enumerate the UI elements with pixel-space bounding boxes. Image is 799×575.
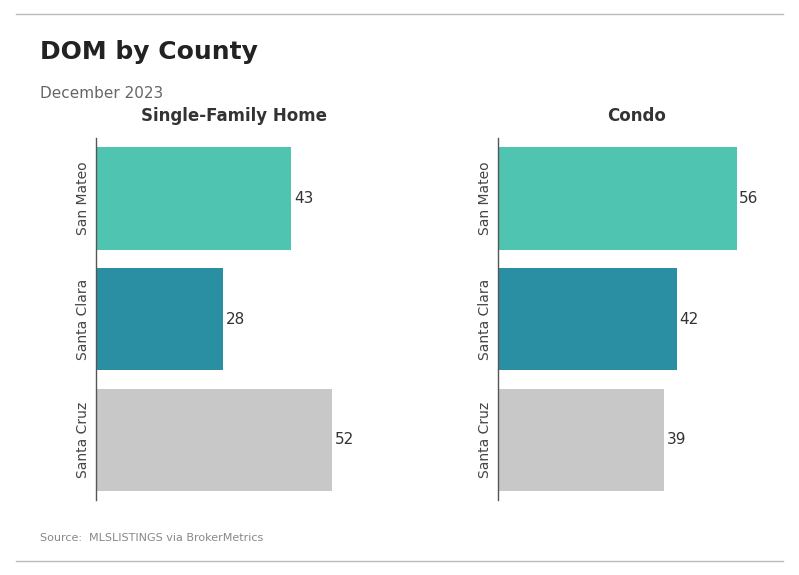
Text: Source:  MLSLISTINGS via BrokerMetrics: Source: MLSLISTINGS via BrokerMetrics <box>40 534 263 543</box>
Text: 39: 39 <box>666 432 686 447</box>
Bar <box>498 268 677 370</box>
Bar <box>498 147 737 250</box>
Bar <box>498 389 664 491</box>
Text: December 2023: December 2023 <box>40 86 163 101</box>
Bar <box>96 268 223 370</box>
Text: 42: 42 <box>679 312 699 327</box>
Title: Condo: Condo <box>607 108 666 125</box>
Bar <box>96 147 292 250</box>
Text: 56: 56 <box>739 191 758 206</box>
Text: 52: 52 <box>335 432 354 447</box>
Text: DOM by County: DOM by County <box>40 40 258 64</box>
Text: 28: 28 <box>226 312 245 327</box>
Bar <box>96 389 332 491</box>
Text: 43: 43 <box>294 191 313 206</box>
Title: Single-Family Home: Single-Family Home <box>141 108 328 125</box>
